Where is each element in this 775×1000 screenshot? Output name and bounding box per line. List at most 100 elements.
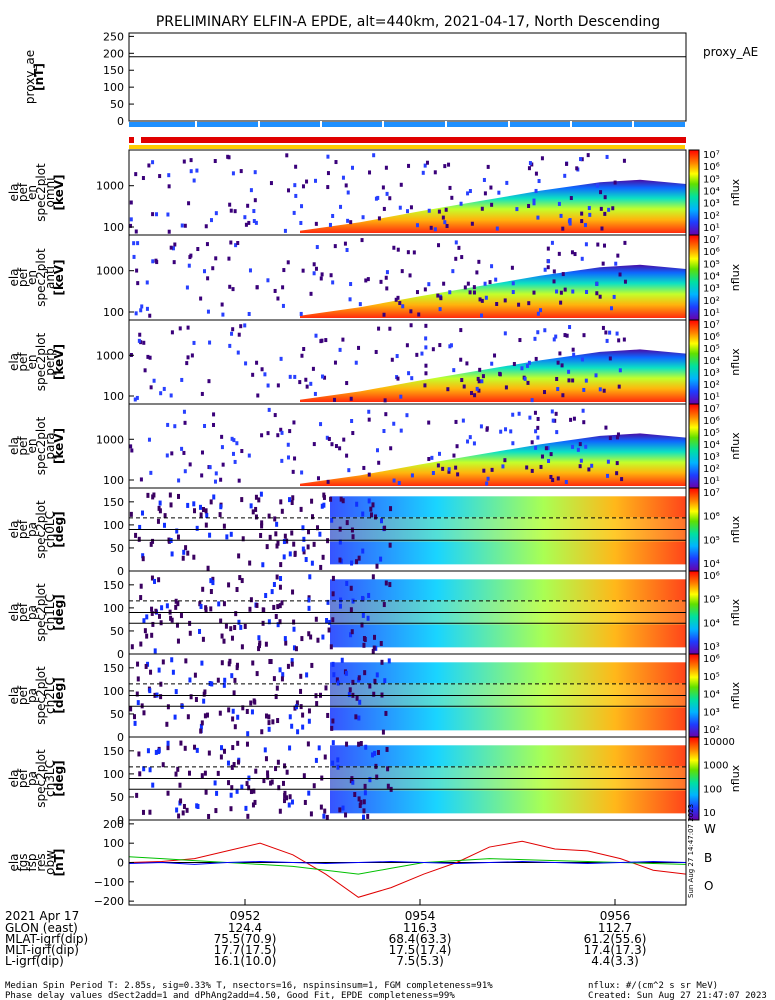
- noise-cell: [331, 718, 335, 724]
- noise-cell: [483, 281, 487, 286]
- y-tick-label: 50: [110, 542, 124, 555]
- noise-cell: [245, 708, 249, 714]
- noise-cell: [230, 635, 234, 641]
- noise-cell: [349, 585, 353, 591]
- noise-cell: [176, 766, 180, 772]
- noise-cell: [584, 242, 588, 247]
- noise-cell: [186, 325, 190, 330]
- y-tick-label: 100: [103, 306, 124, 319]
- noise-cell: [224, 623, 228, 629]
- noise-cell: [227, 256, 231, 261]
- noise-cell: [231, 287, 235, 292]
- noise-cell: [237, 759, 241, 765]
- noise-cell: [323, 808, 327, 814]
- noise-cell: [590, 463, 594, 468]
- noise-cell: [276, 433, 280, 438]
- noise-cell: [331, 760, 335, 766]
- noise-cell: [346, 190, 350, 195]
- noise-cell: [345, 453, 349, 458]
- noise-cell: [451, 269, 455, 274]
- noise-cell: [157, 505, 161, 511]
- ylabel-line: omni: [43, 178, 57, 208]
- noise-cell: [185, 361, 189, 366]
- noise-cell: [218, 512, 222, 518]
- noise-cell: [299, 220, 303, 225]
- noise-cell: [207, 379, 211, 384]
- colorbar: [689, 654, 699, 737]
- noise-cell: [229, 531, 233, 537]
- noise-cell: [355, 695, 359, 701]
- noise-cell: [192, 340, 196, 345]
- noise-cell: [259, 491, 263, 497]
- noise-cell: [372, 691, 376, 697]
- noise-cell: [208, 532, 212, 538]
- noise-cell: [136, 661, 140, 667]
- noise-cell: [176, 601, 180, 607]
- footer-created: Created: Sun Aug 27 21:47:07 2023: [588, 991, 767, 1000]
- noise-cell: [368, 170, 372, 175]
- noise-cell: [359, 741, 363, 747]
- noise-cell: [534, 445, 538, 450]
- ylabel-line: anti: [43, 266, 57, 289]
- noise-cell: [266, 383, 270, 388]
- noise-cell: [331, 280, 335, 285]
- noise-cell: [338, 557, 342, 563]
- noise-cell: [333, 360, 337, 365]
- colorbar-tick: 10²: [703, 296, 720, 307]
- noise-cell: [401, 304, 405, 309]
- noise-cell: [165, 603, 169, 609]
- noise-cell: [241, 536, 245, 542]
- noise-cell: [248, 268, 252, 273]
- noise-cell: [302, 536, 306, 542]
- y-tick-label: 50: [110, 98, 124, 111]
- noise-cell: [368, 683, 372, 689]
- y-tick-label: 50: [110, 791, 124, 804]
- orbit-marker-red-small: [129, 137, 134, 143]
- noise-cell: [278, 584, 282, 590]
- colorbar-tick: 10²: [703, 725, 720, 736]
- noise-cell: [293, 705, 297, 711]
- bar-gap: [445, 121, 447, 128]
- noise-cell: [622, 337, 626, 342]
- noise-cell: [170, 617, 174, 623]
- noise-cell: [220, 660, 224, 666]
- noise-cell: [240, 784, 244, 790]
- noise-cell: [315, 245, 319, 250]
- noise-cell: [270, 589, 274, 595]
- noise-cell: [389, 446, 393, 451]
- noise-cell: [406, 250, 410, 255]
- noise-cell: [361, 215, 365, 220]
- noise-cell: [264, 713, 268, 719]
- noise-cell: [209, 589, 213, 595]
- y-tick-label: 0: [117, 814, 124, 827]
- noise-cell: [182, 803, 186, 809]
- noise-cell: [300, 470, 304, 475]
- noise-cell: [532, 198, 536, 203]
- ylabel-line: fgs: [16, 853, 30, 871]
- colorbar-tick: 10⁶: [703, 416, 720, 427]
- noise-cell: [600, 226, 604, 231]
- legend-W: W: [704, 822, 716, 836]
- noise-cell: [135, 268, 139, 273]
- noise-cell: [220, 302, 224, 307]
- noise-cell: [180, 446, 184, 451]
- noise-cell: [243, 323, 247, 328]
- noise-cell: [166, 740, 170, 746]
- noise-cell: [173, 242, 177, 247]
- noise-cell: [601, 261, 605, 266]
- noise-cell: [571, 444, 575, 449]
- noise-cell: [331, 617, 335, 623]
- noise-cell: [431, 347, 435, 352]
- noise-cell: [179, 613, 183, 619]
- colorbar-frame: [688, 736, 700, 821]
- noise-cell: [232, 438, 236, 443]
- noise-cell: [293, 374, 297, 379]
- noise-cell: [495, 226, 499, 231]
- noise-cell: [390, 357, 394, 362]
- noise-cell: [312, 442, 316, 447]
- noise-cell: [251, 660, 255, 666]
- noise-cell: [174, 771, 178, 777]
- noise-cell: [443, 164, 447, 169]
